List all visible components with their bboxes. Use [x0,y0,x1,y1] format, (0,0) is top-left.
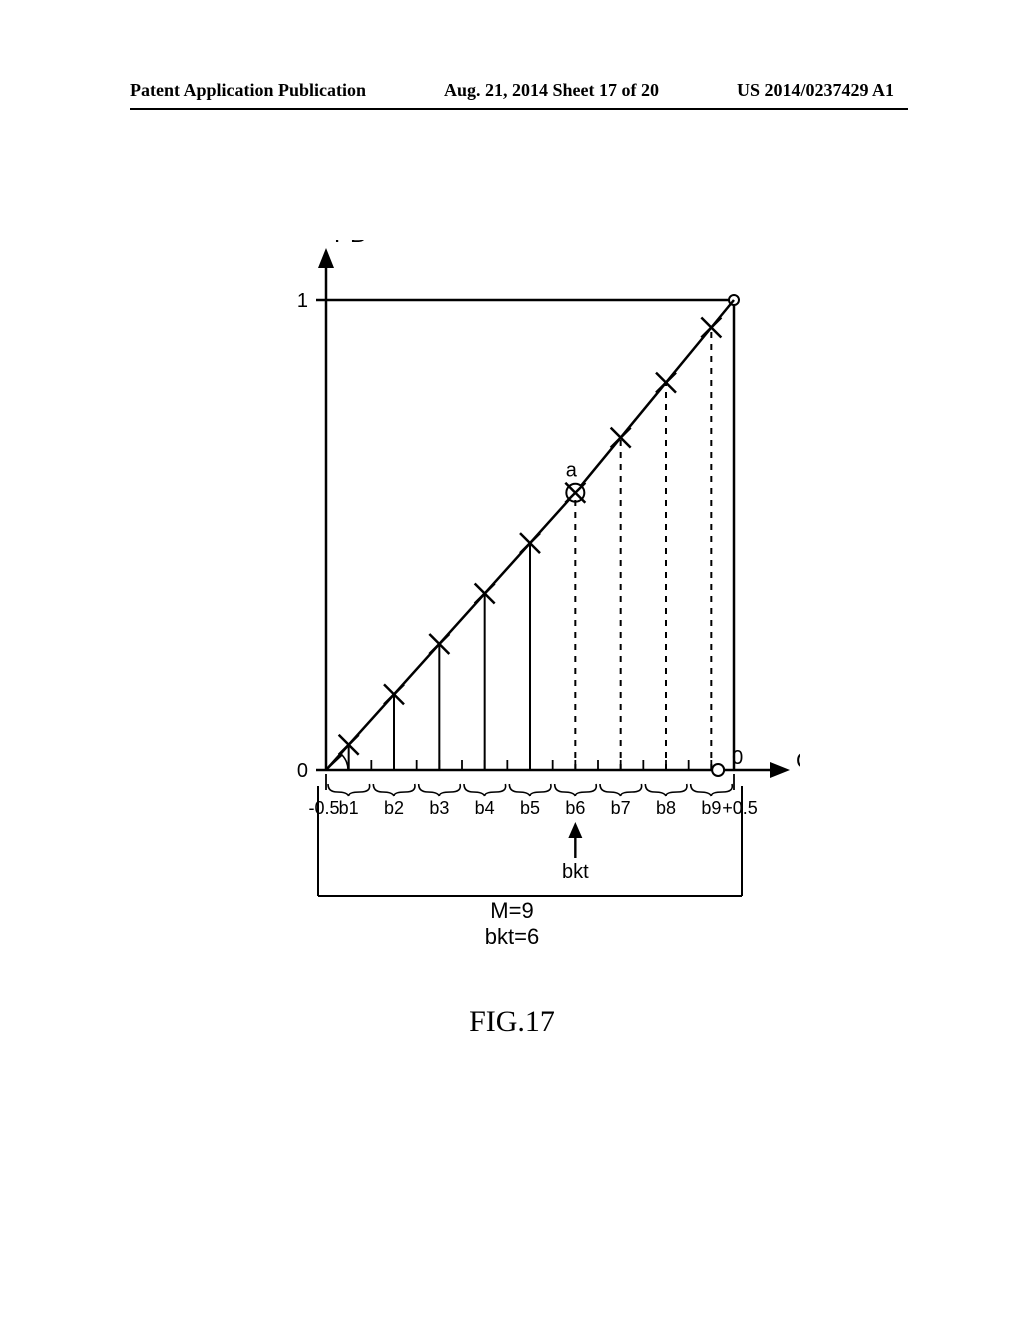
svg-text:-0.5: -0.5 [308,798,339,818]
svg-text:1: 1 [297,290,308,312]
svg-text:bkt: bkt [562,861,589,883]
header-rule [130,108,908,110]
svg-text:a: a [566,460,578,482]
header-left: Patent Application Publication [130,80,366,101]
svg-text:b4: b4 [475,798,495,818]
svg-text:b3: b3 [429,798,449,818]
svg-text:b7: b7 [611,798,631,818]
svg-text:PB: PB [334,240,366,248]
param-bkt: bkt=6 [485,924,539,950]
figure-caption: FIG.17 [469,1005,555,1039]
svg-text:b5: b5 [520,798,540,818]
svg-text:b6: b6 [565,798,585,818]
svg-text:0: 0 [297,760,308,782]
header-right: US 2014/0237429 A1 [737,80,894,101]
param-m: M=9 [485,898,539,924]
chart-svg: 01PBCELL#0ab1b2b3b4b5b6b7b8b9-0.5+0.5bkt [240,240,800,940]
chart-params: M=9 bkt=6 [485,898,539,950]
svg-text:CELL: CELL [796,748,800,773]
svg-text:b2: b2 [384,798,404,818]
svg-text:0: 0 [732,747,743,769]
svg-text:b8: b8 [656,798,676,818]
svg-text:b9: b9 [701,798,721,818]
page-header: Patent Application Publication Aug. 21, … [0,80,1024,101]
header-center: Aug. 21, 2014 Sheet 17 of 20 [444,80,659,101]
svg-text:+0.5: +0.5 [722,798,758,818]
svg-text:b1: b1 [339,798,359,818]
chart-container: 01PBCELL#0ab1b2b3b4b5b6b7b8b9-0.5+0.5bkt [240,240,800,940]
